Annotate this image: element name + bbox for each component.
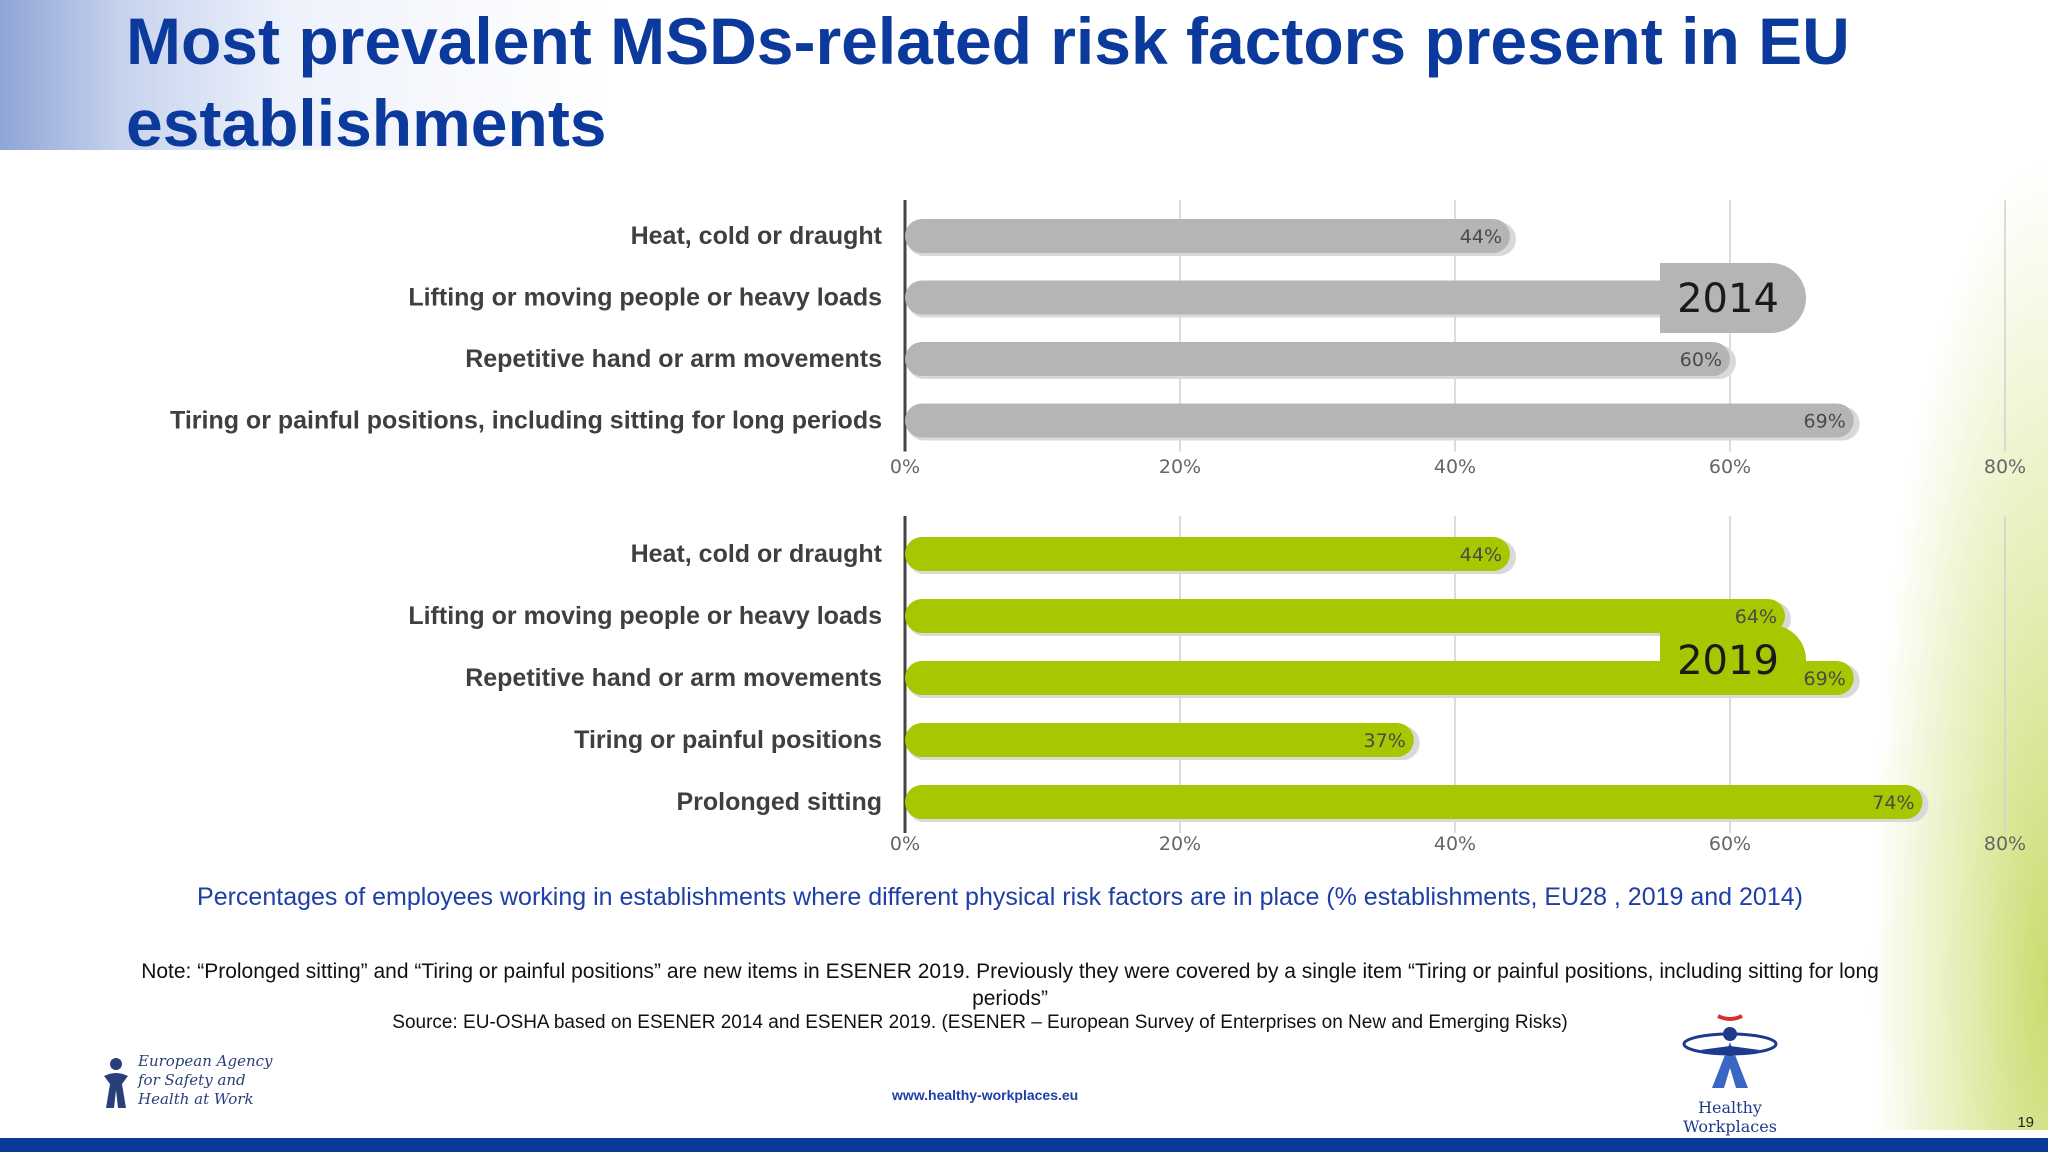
value-label: 74% — [1872, 792, 1914, 814]
year-badge-label: 2014 — [1677, 276, 1779, 322]
x-tick-label: 0% — [890, 456, 920, 478]
year-badge-label: 2019 — [1677, 638, 1779, 684]
decorative-swoosh — [1868, 150, 2048, 1130]
x-tick-label: 80% — [1984, 456, 2026, 478]
bar — [905, 723, 1414, 757]
category-label: Lifting or moving people or heavy loads — [408, 602, 882, 630]
value-label: 60% — [1680, 349, 1722, 371]
category-label: Heat, cold or draught — [631, 540, 883, 568]
chart-note: Note: “Prolonged sitting” and “Tiring or… — [141, 960, 1879, 1010]
category-label: Repetitive hand or arm movements — [465, 345, 882, 373]
x-tick-label: 20% — [1159, 833, 1201, 855]
bar — [905, 537, 1510, 571]
value-label: 44% — [1460, 226, 1502, 248]
page-number: 19 — [2017, 1114, 2034, 1131]
chart-caption: Percentages of employees working in esta… — [197, 883, 1803, 911]
x-tick-label: 60% — [1709, 456, 1751, 478]
bar-charts: 0%20%40%60%80%100%Heat, cold or draught4… — [170, 200, 2026, 855]
chart-source: Source: EU-OSHA based on ESENER 2014 and… — [392, 1012, 1568, 1033]
x-tick-label: 80% — [1984, 833, 2026, 855]
category-label: Tiring or painful positions, including s… — [170, 407, 882, 435]
bar — [905, 403, 1854, 438]
healthy-workplaces-label: Healthy Workplaces — [1683, 1098, 1777, 1136]
healthy-workplaces-logo: Healthy Workplaces — [1660, 1010, 1800, 1136]
eu-osha-logo-text: European Agency for Safety and Health at… — [138, 1052, 273, 1108]
x-tick-label: 0% — [890, 833, 920, 855]
category-label: Lifting or moving people or heavy loads — [408, 284, 882, 312]
x-tick-label: 40% — [1434, 456, 1476, 478]
year-badge — [1660, 263, 1806, 333]
healthy-workplaces-figure-icon — [1682, 1014, 1778, 1088]
bar — [905, 785, 1923, 819]
value-label: 69% — [1804, 668, 1846, 690]
category-label: Prolonged sitting — [676, 788, 882, 816]
header-background — [0, 0, 2048, 150]
value-label: 44% — [1460, 544, 1502, 566]
value-label: 69% — [1804, 411, 1846, 433]
category-label: Heat, cold or draught — [631, 222, 883, 250]
footer-bar — [0, 1138, 2048, 1152]
bar — [905, 280, 1717, 315]
x-tick-label: 60% — [1709, 833, 1751, 855]
bar — [905, 219, 1510, 253]
value-label: 37% — [1364, 730, 1406, 752]
eu-osha-mark-icon — [104, 1058, 128, 1108]
category-label: Tiring or painful positions — [574, 726, 882, 754]
category-label: Repetitive hand or arm movements — [465, 664, 882, 692]
website-link[interactable]: www.healthy-workplaces.eu — [892, 1087, 1079, 1103]
bar — [905, 661, 1854, 695]
bar — [905, 342, 1730, 376]
bar — [905, 599, 1785, 633]
x-tick-label: 20% — [1159, 456, 1201, 478]
eu-osha-logo: European Agency for Safety and Health at… — [98, 1050, 298, 1116]
year-badge — [1660, 625, 1806, 695]
slide-title: Most prevalent MSDs-related risk factors… — [126, 4, 1850, 160]
value-label: 64% — [1735, 606, 1777, 628]
x-tick-label: 40% — [1434, 833, 1476, 855]
